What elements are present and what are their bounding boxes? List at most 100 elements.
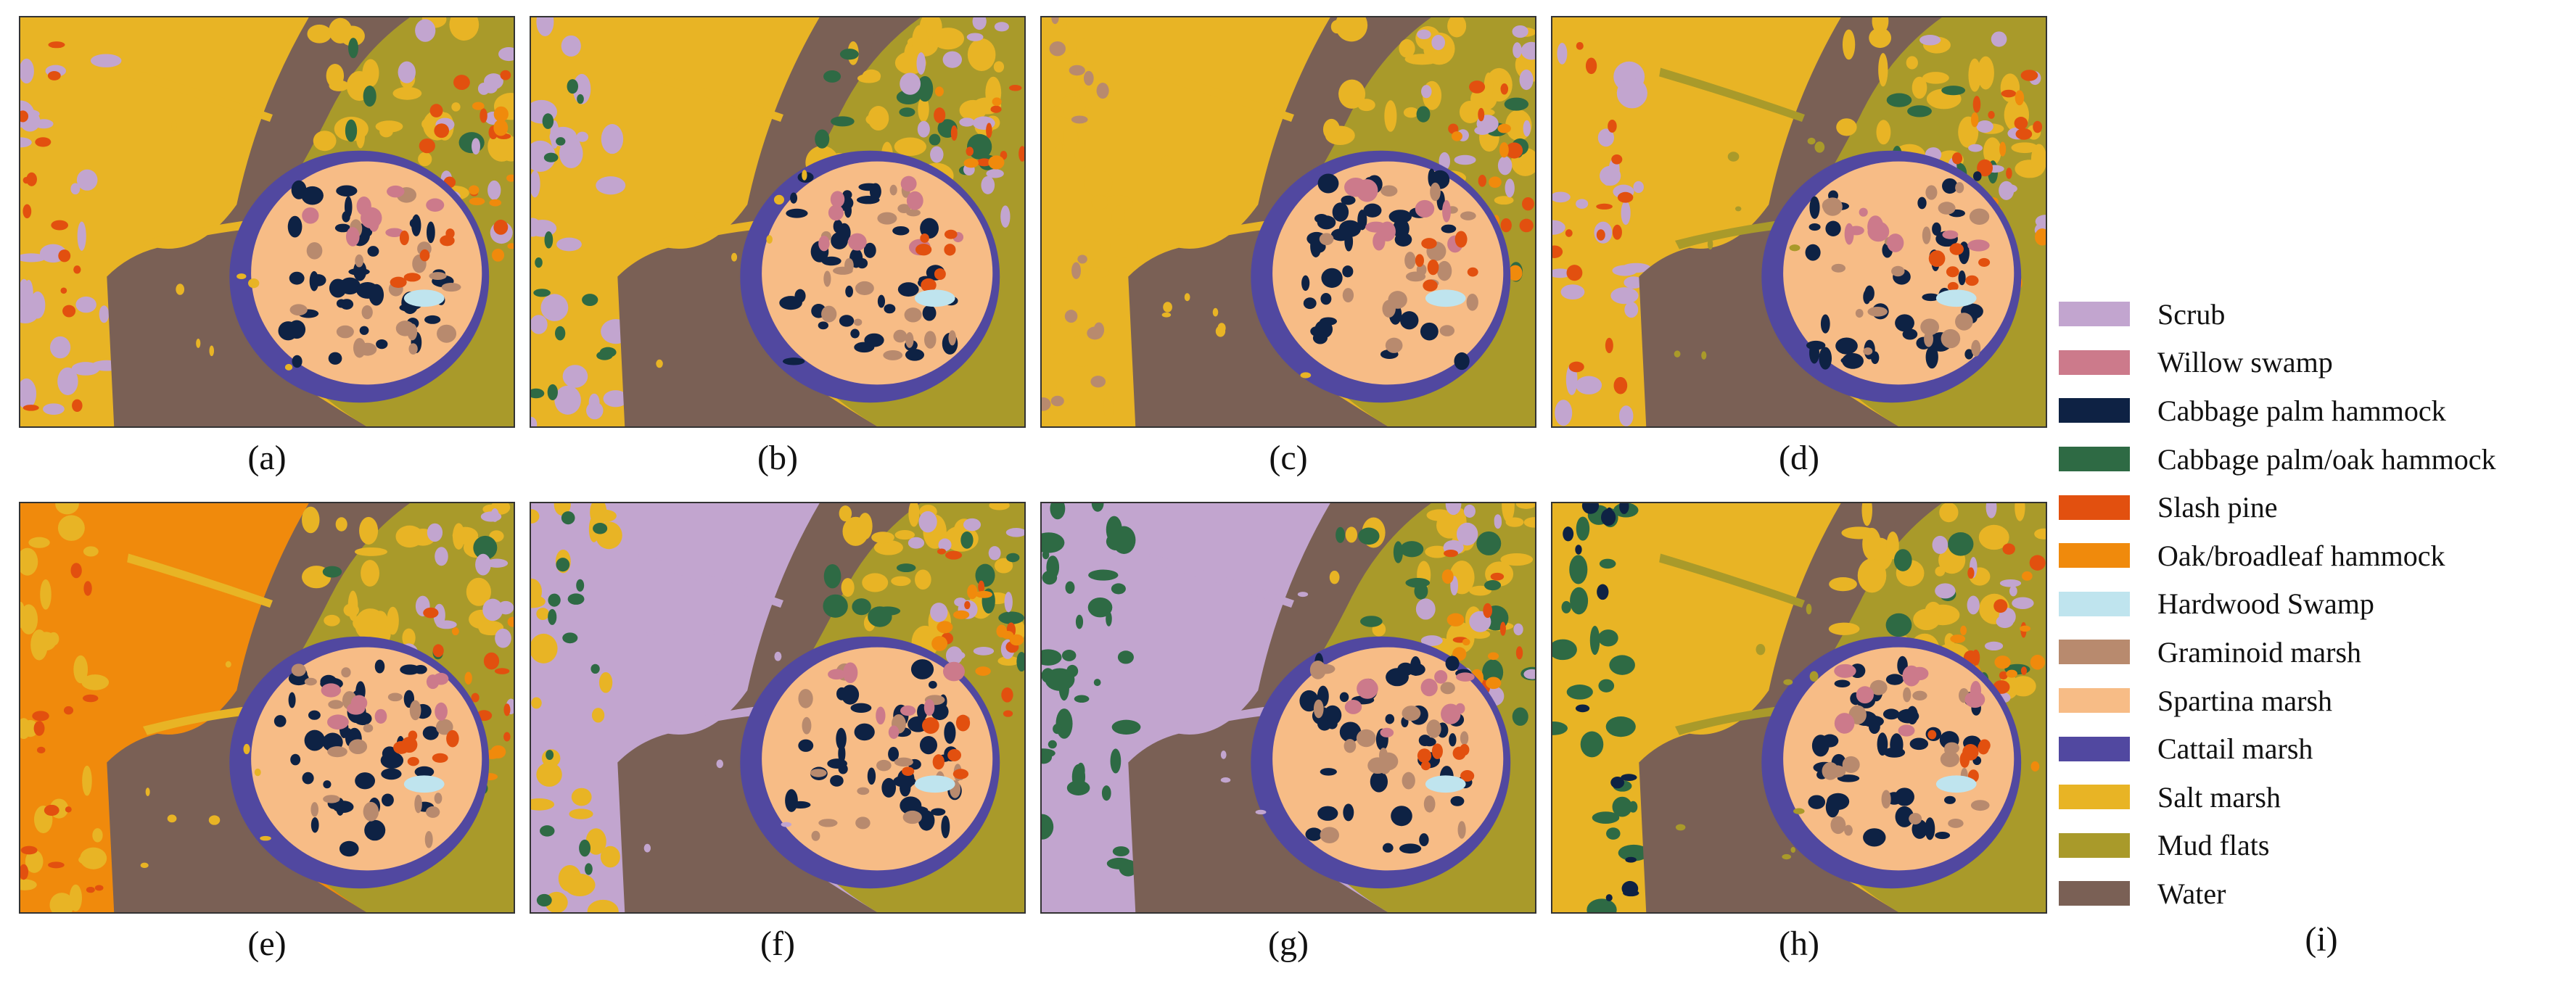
slash-pine-patch bbox=[503, 703, 511, 716]
palm-hammock-patch bbox=[892, 226, 910, 236]
graminoid-patch bbox=[1948, 819, 1964, 828]
palm-hammock-patch bbox=[1821, 734, 1839, 748]
salt-marsh-patch bbox=[343, 603, 359, 617]
graminoid-patch bbox=[1955, 313, 1973, 331]
salt-marsh-patch bbox=[1322, 118, 1340, 141]
palm-hammock-patch bbox=[1339, 722, 1362, 743]
palm-hammock-patch bbox=[1305, 827, 1322, 841]
noise-patch bbox=[1042, 570, 1058, 585]
land-patch bbox=[20, 378, 37, 410]
salt-marsh-patch bbox=[841, 578, 855, 597]
graminoid-patch bbox=[853, 318, 863, 326]
scrub-patch bbox=[490, 508, 499, 522]
classification-map-e bbox=[20, 503, 514, 912]
willow-patch bbox=[1856, 686, 1874, 704]
islet bbox=[1255, 809, 1267, 815]
graminoid-patch bbox=[1440, 682, 1455, 695]
slash-pine-core bbox=[1927, 729, 1937, 740]
land-patch bbox=[1063, 125, 1079, 152]
salt-marsh-patch bbox=[931, 28, 965, 50]
salt-marsh-patch bbox=[1338, 79, 1366, 109]
willow-patch bbox=[847, 670, 857, 681]
oak-patch bbox=[1441, 569, 1454, 584]
hammock-patch bbox=[998, 611, 1024, 624]
graminoid-patch bbox=[1380, 185, 1398, 197]
palm-hammock-patch bbox=[289, 271, 305, 285]
land-patch bbox=[1606, 827, 1621, 840]
land-patch bbox=[1569, 555, 1588, 584]
land-patch bbox=[596, 176, 626, 195]
land-patch bbox=[1587, 898, 1617, 912]
willow-patch bbox=[327, 714, 349, 730]
land-patch bbox=[1103, 392, 1114, 421]
salt-marsh-patch bbox=[307, 24, 332, 44]
hammock-patch bbox=[823, 564, 841, 589]
islet bbox=[1212, 307, 1219, 317]
willow-patch bbox=[321, 683, 341, 698]
oak-patch bbox=[1497, 123, 1511, 133]
palm-hammock-patch bbox=[1321, 268, 1343, 288]
palm-hammock-patch bbox=[1932, 222, 1941, 236]
islet bbox=[728, 119, 738, 129]
noise-patch bbox=[576, 579, 585, 592]
noise-patch bbox=[26, 172, 37, 186]
islet bbox=[1220, 777, 1231, 783]
noise-patch bbox=[543, 152, 559, 162]
noise-patch bbox=[536, 893, 552, 907]
legend-label: Cabbage palm hammock bbox=[2157, 394, 2446, 427]
salt-marsh-patch bbox=[908, 503, 920, 527]
slash-pine-core bbox=[1420, 761, 1431, 771]
noise-patch bbox=[51, 220, 69, 231]
noise-patch bbox=[1596, 203, 1613, 210]
oak-patch bbox=[1487, 652, 1499, 661]
land-patch bbox=[1088, 569, 1119, 581]
oak-patch bbox=[1950, 634, 1966, 643]
legend-item: Cabbage palm/oak hammock bbox=[2059, 435, 2496, 484]
graminoid-patch bbox=[889, 184, 897, 196]
palm-hammock-patch bbox=[838, 764, 848, 774]
slash-pine-patch bbox=[434, 123, 450, 138]
salt-marsh-patch bbox=[891, 576, 911, 587]
panel-caption-a: (a) bbox=[247, 439, 287, 477]
salt-marsh-patch bbox=[340, 25, 365, 46]
legend-swatch bbox=[2059, 832, 2130, 858]
hammock-patch bbox=[1907, 105, 1932, 117]
slash-pine-patch bbox=[493, 219, 509, 235]
islet bbox=[1789, 244, 1801, 252]
noise-patch bbox=[63, 706, 74, 715]
palm-hammock-patch bbox=[1388, 210, 1412, 224]
palm-hammock-patch bbox=[1842, 352, 1864, 369]
noise-patch bbox=[1048, 740, 1057, 749]
scrub-patch bbox=[1420, 635, 1443, 647]
slash-pine-core bbox=[446, 729, 459, 748]
noise-patch bbox=[1575, 704, 1590, 713]
noise-patch bbox=[1106, 611, 1112, 627]
palm-hammock-patch bbox=[1332, 202, 1349, 222]
panel-caption-e: (e) bbox=[247, 925, 287, 963]
salt-marsh-patch bbox=[2015, 503, 2025, 521]
palm-hammock-patch bbox=[364, 819, 386, 841]
land-patch bbox=[20, 547, 38, 576]
scrub-patch bbox=[487, 180, 501, 200]
slash-pine-patch bbox=[2014, 117, 2028, 130]
oak-patch bbox=[507, 243, 514, 249]
graminoid-patch bbox=[355, 254, 364, 268]
slash-pine-patch bbox=[2020, 666, 2028, 675]
slash-pine-core bbox=[1947, 281, 1959, 292]
palm-hammock-patch bbox=[381, 793, 394, 807]
salt-marsh-patch bbox=[466, 577, 491, 606]
land-patch bbox=[1119, 859, 1137, 877]
palm-hammock-patch bbox=[830, 774, 844, 787]
slash-pine-core bbox=[1978, 739, 1991, 752]
hammock-patch bbox=[1893, 549, 1912, 571]
scrub-patch bbox=[1494, 516, 1502, 529]
palm-hammock-patch bbox=[399, 303, 416, 312]
slash-pine-patch bbox=[494, 668, 510, 674]
palm-hammock-patch bbox=[910, 659, 934, 679]
willow-patch bbox=[345, 227, 360, 247]
panel-caption-f: (f) bbox=[760, 925, 795, 963]
graminoid-patch bbox=[823, 270, 831, 287]
classification-map-g bbox=[1042, 503, 1535, 912]
graminoid-patch bbox=[1439, 325, 1455, 336]
willow-patch bbox=[923, 699, 935, 716]
